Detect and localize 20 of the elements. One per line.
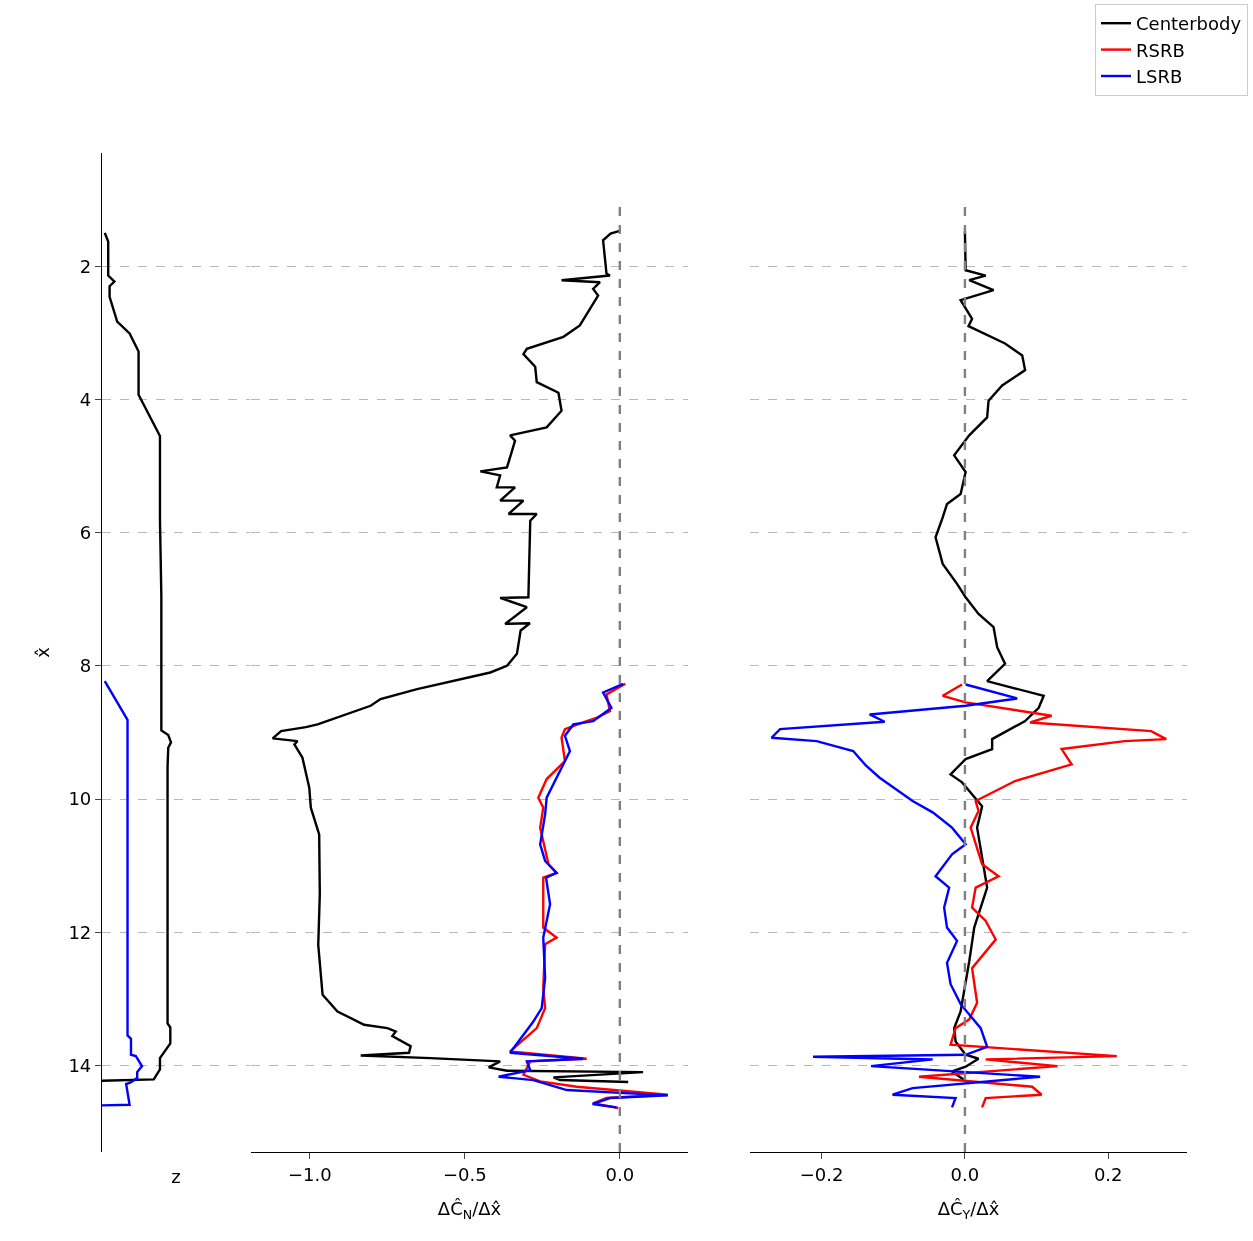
x-tick-label: −0.2 [799,1163,844,1185]
x-axis-title: z [171,1166,181,1188]
legend-label: LSRB [1136,66,1183,88]
legend-label: RSRB [1136,39,1185,61]
y-tick-label: 4 [79,388,92,410]
x-tick-label: 0.2 [1093,1163,1123,1185]
y-tick-label: 12 [68,921,92,943]
x-axis-title: ΔĈ$_{N}$/Δx̂ [437,1197,502,1222]
x-axis-title: ΔĈ$_{Y}$/Δx̂ [937,1197,1000,1222]
y-tick-label: 14 [68,1054,92,1076]
y-tick-label: 6 [79,521,92,543]
legend-label: Centerbody [1136,13,1242,35]
y-tick-label: 2 [79,255,92,277]
y-axis-title: x̂ [31,646,53,658]
x-tick-label: −1.0 [288,1163,332,1185]
x-tick-label: 0.0 [950,1163,980,1185]
x-tick-label: −0.5 [442,1163,487,1185]
x-tick-label: 0.0 [605,1163,635,1185]
y-tick-label: 10 [68,788,92,810]
y-tick-label: 8 [79,655,92,677]
